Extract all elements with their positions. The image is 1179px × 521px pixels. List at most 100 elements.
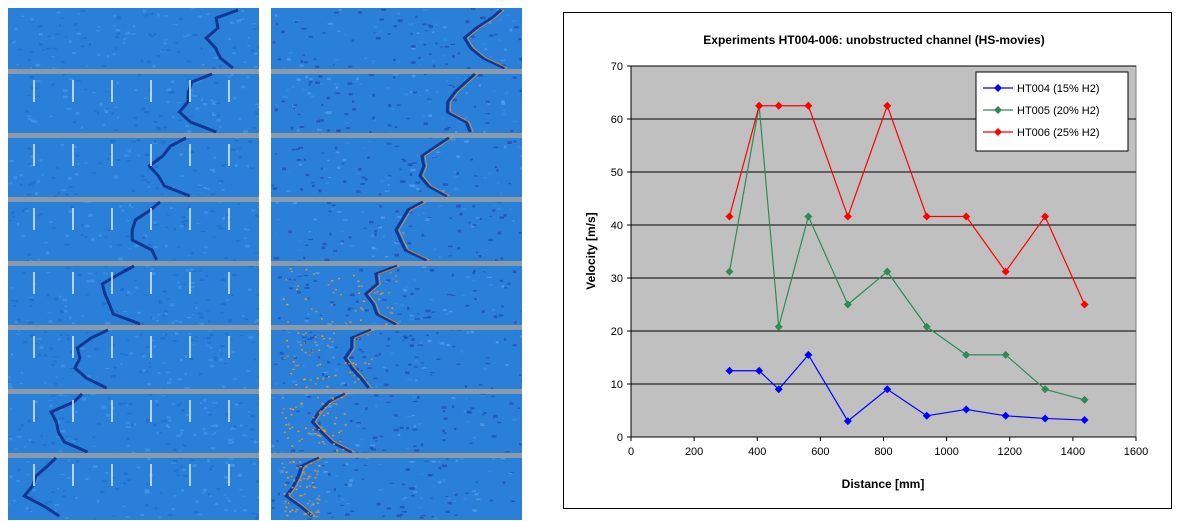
data-point xyxy=(962,405,971,414)
data-point xyxy=(774,322,783,331)
y-tick-label: 30 xyxy=(611,273,623,285)
data-point xyxy=(962,350,971,359)
frame-separator xyxy=(271,197,522,202)
frame-separator xyxy=(8,453,259,458)
x-tick-label: 1400 xyxy=(1061,446,1085,458)
data-point xyxy=(883,385,892,394)
series-1 xyxy=(725,350,1089,426)
data-point xyxy=(922,212,931,221)
y-tick-label: 70 xyxy=(611,61,623,73)
movie-frame xyxy=(394,200,430,262)
movie-frame xyxy=(418,136,453,198)
data-point xyxy=(883,267,892,276)
frame-separator xyxy=(271,453,522,458)
x-tick-label: 200 xyxy=(685,446,703,458)
movie-frames-left xyxy=(8,8,259,520)
legend-item: HT005 (20% H2) xyxy=(983,105,1100,117)
frame-separator xyxy=(8,261,259,266)
data-point xyxy=(774,385,783,394)
x-tick-label: 400 xyxy=(748,446,766,458)
data-point xyxy=(1001,267,1010,276)
data-point xyxy=(1001,350,1010,359)
data-point xyxy=(843,212,852,221)
frame-separator xyxy=(8,197,259,202)
movie-frames-right xyxy=(271,8,522,520)
x-tick-label: 1200 xyxy=(998,446,1022,458)
frame-separator xyxy=(8,325,259,330)
legend-marker xyxy=(994,128,1002,136)
frame-separator xyxy=(271,389,522,394)
data-point xyxy=(883,101,892,110)
x-tick-label: 1000 xyxy=(934,446,958,458)
data-point xyxy=(1041,414,1050,423)
data-point xyxy=(962,212,971,221)
x-tick-label: 1600 xyxy=(1124,446,1148,458)
movie-frame xyxy=(33,136,230,198)
data-point xyxy=(1041,212,1050,221)
y-tick-label: 50 xyxy=(611,167,623,179)
data-point xyxy=(1080,300,1089,309)
movie-frame xyxy=(33,328,230,390)
data-point xyxy=(843,300,852,309)
y-axis-ticks: 0 10 20 30 40 50 60 70 xyxy=(611,61,632,444)
data-point xyxy=(843,417,852,426)
x-tick-label: 0 xyxy=(628,446,634,458)
movie-frame xyxy=(281,392,356,454)
frame-separator xyxy=(8,389,259,394)
y-tick-label: 10 xyxy=(611,379,623,391)
frame-separator xyxy=(271,261,522,266)
x-axis-label: Distance [mm] xyxy=(842,477,925,491)
legend-marker xyxy=(994,106,1002,114)
frame-separator xyxy=(8,69,259,74)
data-point xyxy=(774,101,783,110)
frame-separator xyxy=(8,133,259,138)
movie-frame xyxy=(282,264,401,326)
data-point xyxy=(755,366,764,375)
x-tick-label: 800 xyxy=(874,446,892,458)
movie-frame xyxy=(33,392,230,454)
y-tick-label: 60 xyxy=(611,114,623,126)
velocity-chart: Experiments HT004-006: unobstructed chan… xyxy=(584,33,1148,491)
data-point xyxy=(804,212,813,221)
legend-label: HT006 (25% H2) xyxy=(1017,127,1100,139)
y-axis-label: Velocity [m/s] xyxy=(584,212,598,289)
data-point xyxy=(804,101,813,110)
movie-frame xyxy=(283,328,375,389)
data-point xyxy=(1001,411,1010,420)
series-3 xyxy=(725,101,1089,309)
data-point xyxy=(1041,385,1050,394)
legend-label: HT005 (20% H2) xyxy=(1017,105,1100,117)
data-point xyxy=(755,101,764,110)
movie-texture xyxy=(8,8,259,520)
frame-separator xyxy=(271,133,522,138)
movie-frame xyxy=(33,200,230,261)
frame-separator xyxy=(271,69,522,74)
x-tick-label: 600 xyxy=(811,446,829,458)
movie-frame xyxy=(21,456,230,518)
data-point xyxy=(1080,416,1089,425)
data-point xyxy=(922,322,931,331)
y-tick-label: 0 xyxy=(617,432,623,444)
data-point xyxy=(922,411,931,420)
chart-title: Experiments HT004-006: unobstructed chan… xyxy=(703,33,1044,47)
data-point xyxy=(725,366,734,375)
movie-frame xyxy=(33,72,230,134)
series-layer xyxy=(725,101,1089,426)
frame-separator xyxy=(271,325,522,330)
legend: HT004 (15% H2) HT005 (20% H2) HT006 (25% H… xyxy=(975,71,1129,152)
movie-frame xyxy=(445,72,479,133)
data-point xyxy=(804,350,813,359)
y-tick-label: 20 xyxy=(611,326,623,338)
data-point xyxy=(725,267,734,276)
movie-frame xyxy=(33,264,230,326)
y-tick-label: 40 xyxy=(611,220,623,232)
x-axis-ticks: 0 200 400 600 800 1000 1200 1400 1600 xyxy=(628,436,1148,458)
data-point xyxy=(1080,395,1089,404)
legend-label: HT004 (15% H2) xyxy=(1017,83,1100,95)
movie-frame xyxy=(204,8,239,70)
legend-item: HT004 (15% H2) xyxy=(983,83,1100,95)
chart-frame: Experiments HT004-006: unobstructed chan… xyxy=(563,12,1172,509)
movie-frame xyxy=(462,8,508,70)
data-point xyxy=(725,212,734,221)
legend-item: HT006 (25% H2) xyxy=(983,127,1100,139)
